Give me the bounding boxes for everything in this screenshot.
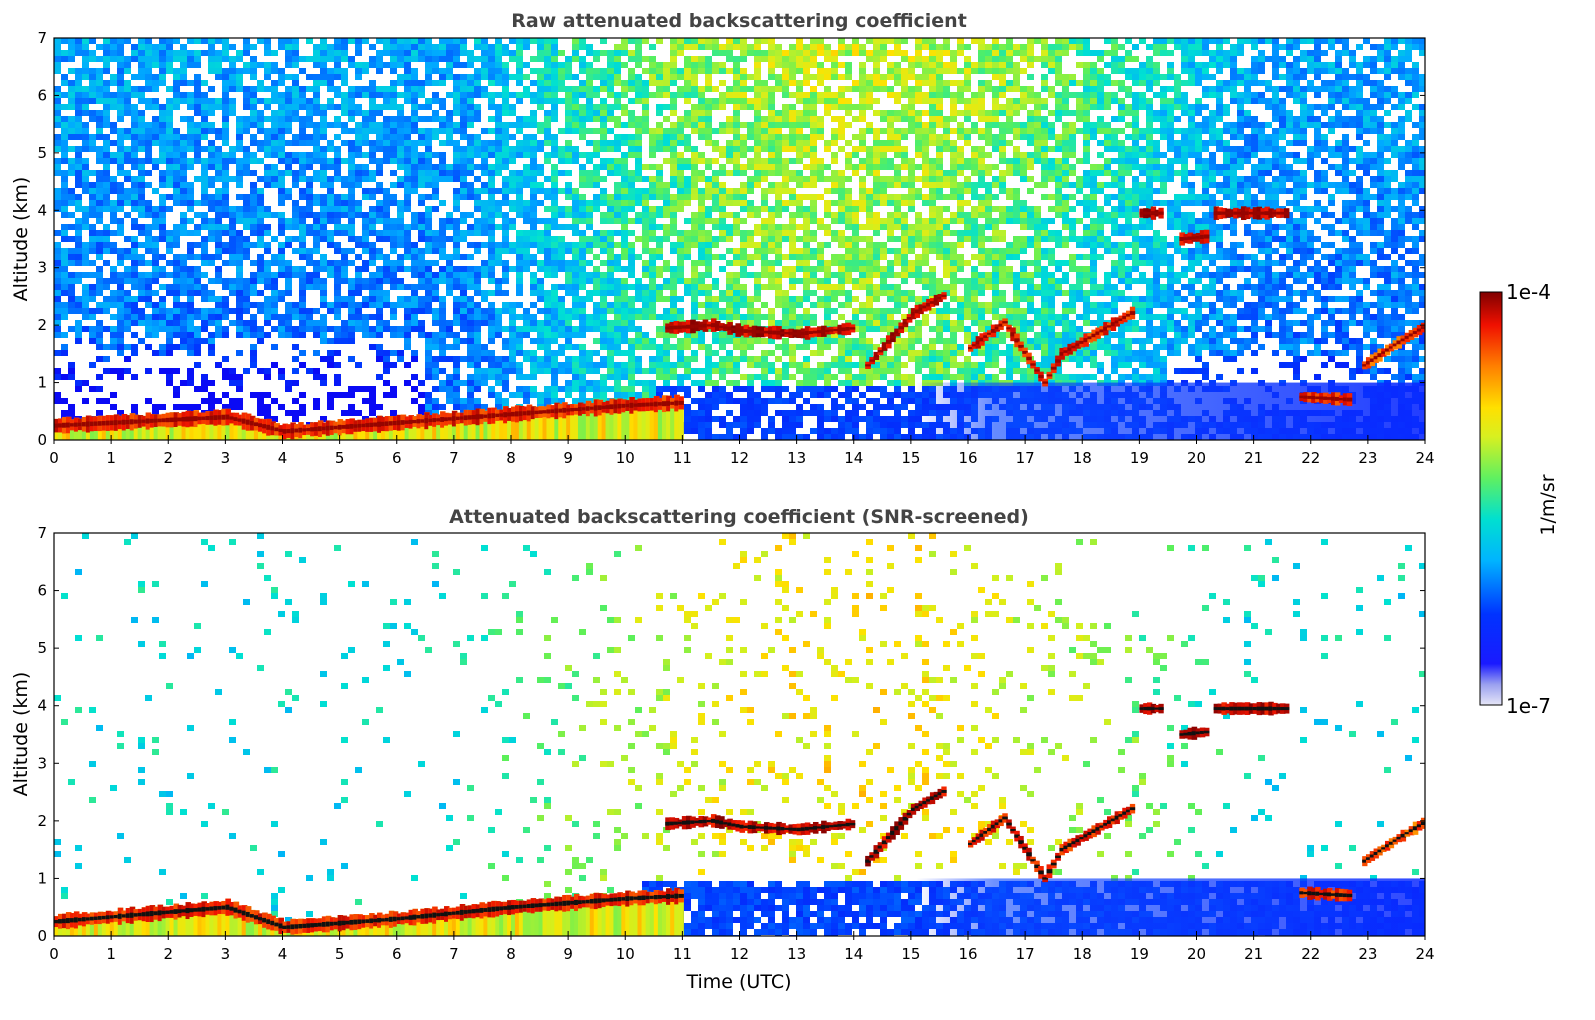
x-tick-label: 8 [506,449,516,467]
x-tick-label: 9 [563,945,573,963]
x-tick-label: 1 [106,945,116,963]
x-tick-label: 5 [335,945,345,963]
x-tick-label: 1 [106,449,116,467]
screened-axes: 0 1 2 3 4 5 6 7 8 9 10 11 12 13 14 15 16 17 18 19 20 21 22 23 24… [37,524,1434,963]
x-tick-label: 11 [673,449,692,467]
y-tick-label: 5 [37,144,47,162]
y-tick-label: 7 [37,524,47,542]
colorbar-min-label: 1e-7 [1506,694,1551,718]
x-tick-label: 0 [49,945,59,963]
y-tick-label: 1 [37,869,47,887]
y-tick-label: 4 [37,697,47,715]
y-tick-label: 0 [37,431,47,449]
x-tick-label: 10 [616,449,635,467]
x-tick-label: 16 [958,449,977,467]
x-tick-label: 17 [1016,449,1035,467]
x-tick-label: 22 [1301,449,1320,467]
x-tick-label: 7 [449,945,459,963]
x-tick-label: 19 [1130,945,1149,963]
x-tick-label: 5 [335,449,345,467]
y-tick-label: 3 [37,259,47,277]
colorbar: 1e-4 1e-7 1/m/sr [1479,280,1559,718]
raw-heatmap [54,38,1425,440]
x-tick-label: 19 [1130,449,1149,467]
x-tick-label: 10 [616,945,635,963]
x-tick-label: 2 [163,945,173,963]
y-tick-label: 4 [37,201,47,219]
x-tick-label: 24 [1415,945,1434,963]
x-tick-label: 21 [1244,449,1263,467]
y-tick-label: 6 [37,86,47,104]
x-tick-label: 24 [1415,449,1434,467]
x-tick-label: 15 [901,945,920,963]
x-tick-label: 17 [1016,945,1035,963]
raw-panel: Raw attenuated backscattering coefficien… [10,10,1435,467]
screened-panel: Attenuated backscattering coefficient (S… [10,506,1435,993]
x-tick-label: 6 [392,449,402,467]
raw-axes: 0 1 2 3 4 5 6 7 8 9 10 11 12 13 14 15 16 17 18 19 20 21 22 23 24… [37,29,1434,467]
x-tick-label: 16 [958,945,977,963]
x-tick-label: 18 [1073,449,1092,467]
x-tick-label: 3 [221,945,231,963]
raw-ylabel: Altitude (km) [10,177,32,302]
y-tick-label: 3 [37,754,47,772]
screened-xlabel: Time (UTC) [685,971,791,993]
y-tick-label: 2 [37,812,47,830]
x-tick-label: 13 [787,449,806,467]
y-tick-label: 7 [37,29,47,47]
x-tick-label: 20 [1187,449,1206,467]
y-tick-label: 6 [37,582,47,600]
plot-frame [53,532,1426,937]
colorbar-max-label: 1e-4 [1506,280,1551,304]
x-tick-label: 13 [787,945,806,963]
x-tick-label: 21 [1244,945,1263,963]
screened-ylabel: Altitude (km) [10,672,32,797]
x-tick-label: 6 [392,945,402,963]
x-tick-label: 23 [1358,945,1377,963]
x-tick-label: 9 [563,449,573,467]
screened-heatmap [54,533,1425,936]
x-tick-label: 14 [844,945,863,963]
raw-panel-title: Raw attenuated backscattering coefficien… [511,10,967,32]
x-tick-label: 4 [278,945,288,963]
x-tick-label: 12 [730,945,749,963]
x-tick-label: 15 [901,449,920,467]
y-tick-label: 5 [37,639,47,657]
x-tick-label: 8 [506,945,516,963]
colorbar-unit-label: 1/m/sr [1537,474,1559,535]
y-tick-label: 1 [37,374,47,392]
x-tick-label: 2 [163,449,173,467]
x-tick-label: 0 [49,449,59,467]
x-tick-label: 20 [1187,945,1206,963]
x-tick-label: 11 [673,945,692,963]
x-tick-label: 12 [730,449,749,467]
x-tick-label: 4 [278,449,288,467]
x-tick-label: 18 [1073,945,1092,963]
x-tick-label: 7 [449,449,459,467]
x-tick-label: 14 [844,449,863,467]
x-tick-label: 22 [1301,945,1320,963]
x-tick-label: 23 [1358,449,1377,467]
y-tick-label: 0 [37,927,47,945]
colorbar-gradient [1479,291,1503,706]
y-tick-label: 2 [37,316,47,334]
screened-panel-title: Attenuated backscattering coefficient (S… [449,506,1029,528]
x-tick-label: 3 [221,449,231,467]
